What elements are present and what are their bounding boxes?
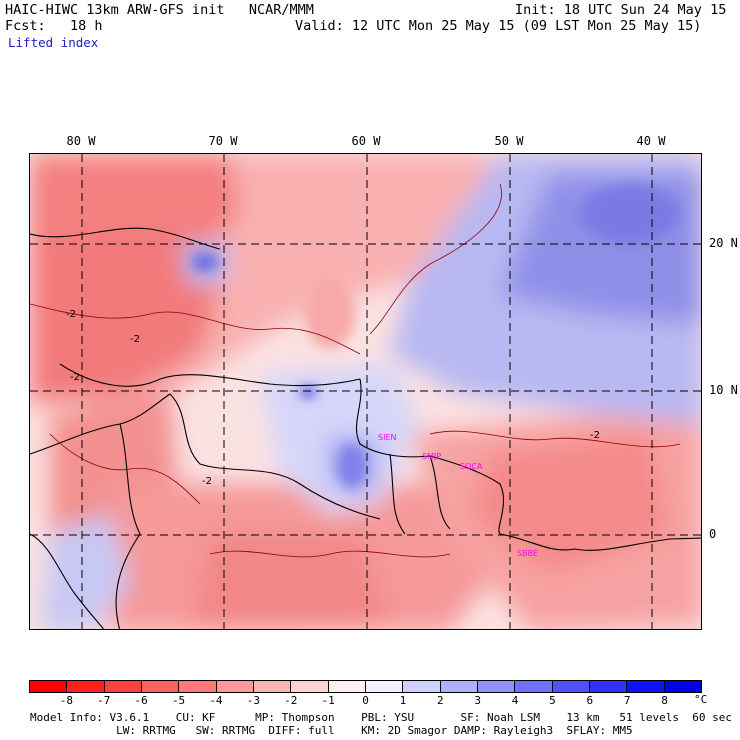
contour-label: -2	[70, 372, 80, 383]
init-time: Init: 18 UTC Sun 24 May 15	[515, 2, 727, 18]
colorbar-segment	[664, 681, 701, 692]
colorbar-tick-label: 7	[623, 694, 631, 707]
colorbar-segment	[403, 681, 441, 692]
lon-label-80w: 80 W	[66, 134, 96, 148]
colorbar-tick-label: -2	[284, 694, 298, 707]
colorbar-segment	[67, 681, 105, 692]
lon-label-70w: 70 W	[208, 134, 238, 148]
lat-label-10n: 10 N	[709, 383, 738, 397]
colorbar-segment	[627, 681, 665, 692]
station-label: SIEN	[378, 433, 397, 442]
colorbar-segment	[589, 681, 628, 692]
colorbar-tick-label: 3	[474, 694, 481, 707]
colorbar-segment	[328, 681, 366, 692]
contour-label: -2	[590, 430, 600, 441]
colorbar-unit: °C	[694, 693, 708, 706]
colorbar-tick-label: -5	[171, 694, 186, 707]
forecast-hour: Fcst: 18 h	[5, 18, 103, 34]
lon-label-60w: 60 W	[351, 134, 381, 148]
colorbar-tick-label: -4	[209, 694, 223, 707]
colorbar-segment	[179, 681, 217, 692]
colorbar-tick-label: -6	[134, 694, 148, 707]
colorbar-tick-label: -3	[246, 694, 260, 707]
colorbar-segment	[440, 681, 478, 692]
colorbar-tick-label: -7	[97, 694, 111, 707]
model-info-line2: LW: RRTMG SW: RRTMG DIFF: full KM: 2D Sm…	[30, 724, 633, 737]
colorbar-tick-label: 6	[586, 694, 594, 707]
colorbar	[29, 680, 702, 693]
field-name: Lifted index	[8, 35, 99, 50]
colorbar-tick-label: 8	[661, 694, 668, 707]
coastlines	[30, 227, 701, 629]
model-title: HAIC-HIWC 13km ARW-GFS init NCAR/MMM	[5, 2, 314, 18]
colorbar-segment	[104, 681, 142, 692]
valid-time: Valid: 12 UTC Mon 25 May 15 (09 LST Mon …	[295, 18, 702, 34]
colorbar-segment	[253, 681, 292, 692]
map-field-svg	[30, 154, 701, 629]
colorbar-tick-label: -1	[321, 694, 335, 707]
colorbar-segment	[365, 681, 404, 692]
colorbar-segment	[477, 681, 516, 692]
colorbar-segment	[291, 681, 329, 692]
colorbar-segment	[30, 681, 68, 692]
colorbar-tick-label: -8	[59, 694, 73, 707]
colorbar-segment	[216, 681, 254, 692]
station-label: SBBE	[517, 549, 539, 558]
colorbar-segment	[515, 681, 553, 692]
station-label: SOCA	[460, 462, 483, 471]
field-detail	[191, 184, 680, 488]
colorbar-tick-label: 5	[549, 694, 556, 707]
contour-label: -2	[66, 309, 76, 320]
contour-lines	[30, 183, 681, 558]
colorbar-tick-label: 2	[436, 694, 444, 707]
station-label: SMJP	[422, 452, 442, 461]
colorbar-tick-label: 4	[511, 694, 519, 707]
lon-label-50w: 50 W	[494, 134, 524, 148]
lat-label-0: 0	[709, 527, 717, 541]
contour-label: -2	[130, 334, 140, 345]
graticule	[30, 154, 701, 629]
lat-label-20n: 20 N	[709, 236, 738, 250]
contour-label: -2	[202, 476, 212, 487]
colorbar-segment	[552, 681, 590, 692]
model-info-line1: Model Info: V3.6.1 CU: KF MP: Thompson P…	[30, 711, 732, 724]
colorbar-segment	[141, 681, 180, 692]
colorbar-tick-label: 1	[399, 694, 407, 707]
lifted-index-map: -2 -2 -2 -2 -2 SIEN SMJP SOCA SBBE	[29, 153, 702, 630]
lon-label-40w: 40 W	[636, 134, 666, 148]
colorbar-tick-label: 0	[362, 694, 369, 707]
